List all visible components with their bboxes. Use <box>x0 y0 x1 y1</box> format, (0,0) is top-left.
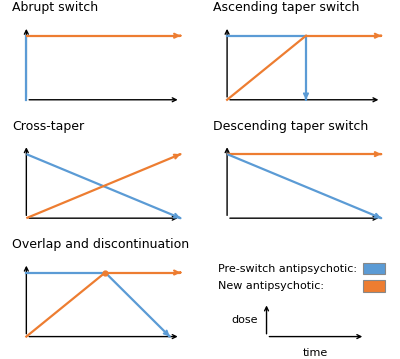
Text: Ascending taper switch: Ascending taper switch <box>213 1 359 14</box>
Text: time: time <box>303 348 328 358</box>
Text: Overlap and discontinuation: Overlap and discontinuation <box>12 238 189 251</box>
Text: Descending taper switch: Descending taper switch <box>213 120 368 133</box>
Bar <box>363 280 385 292</box>
Text: Abrupt switch: Abrupt switch <box>12 1 98 14</box>
Text: New antipsychotic:: New antipsychotic: <box>218 281 324 291</box>
Text: Cross-taper: Cross-taper <box>12 120 84 133</box>
Bar <box>363 263 385 275</box>
Text: Pre-switch antipsychotic:: Pre-switch antipsychotic: <box>218 264 357 274</box>
Text: dose: dose <box>231 314 258 325</box>
